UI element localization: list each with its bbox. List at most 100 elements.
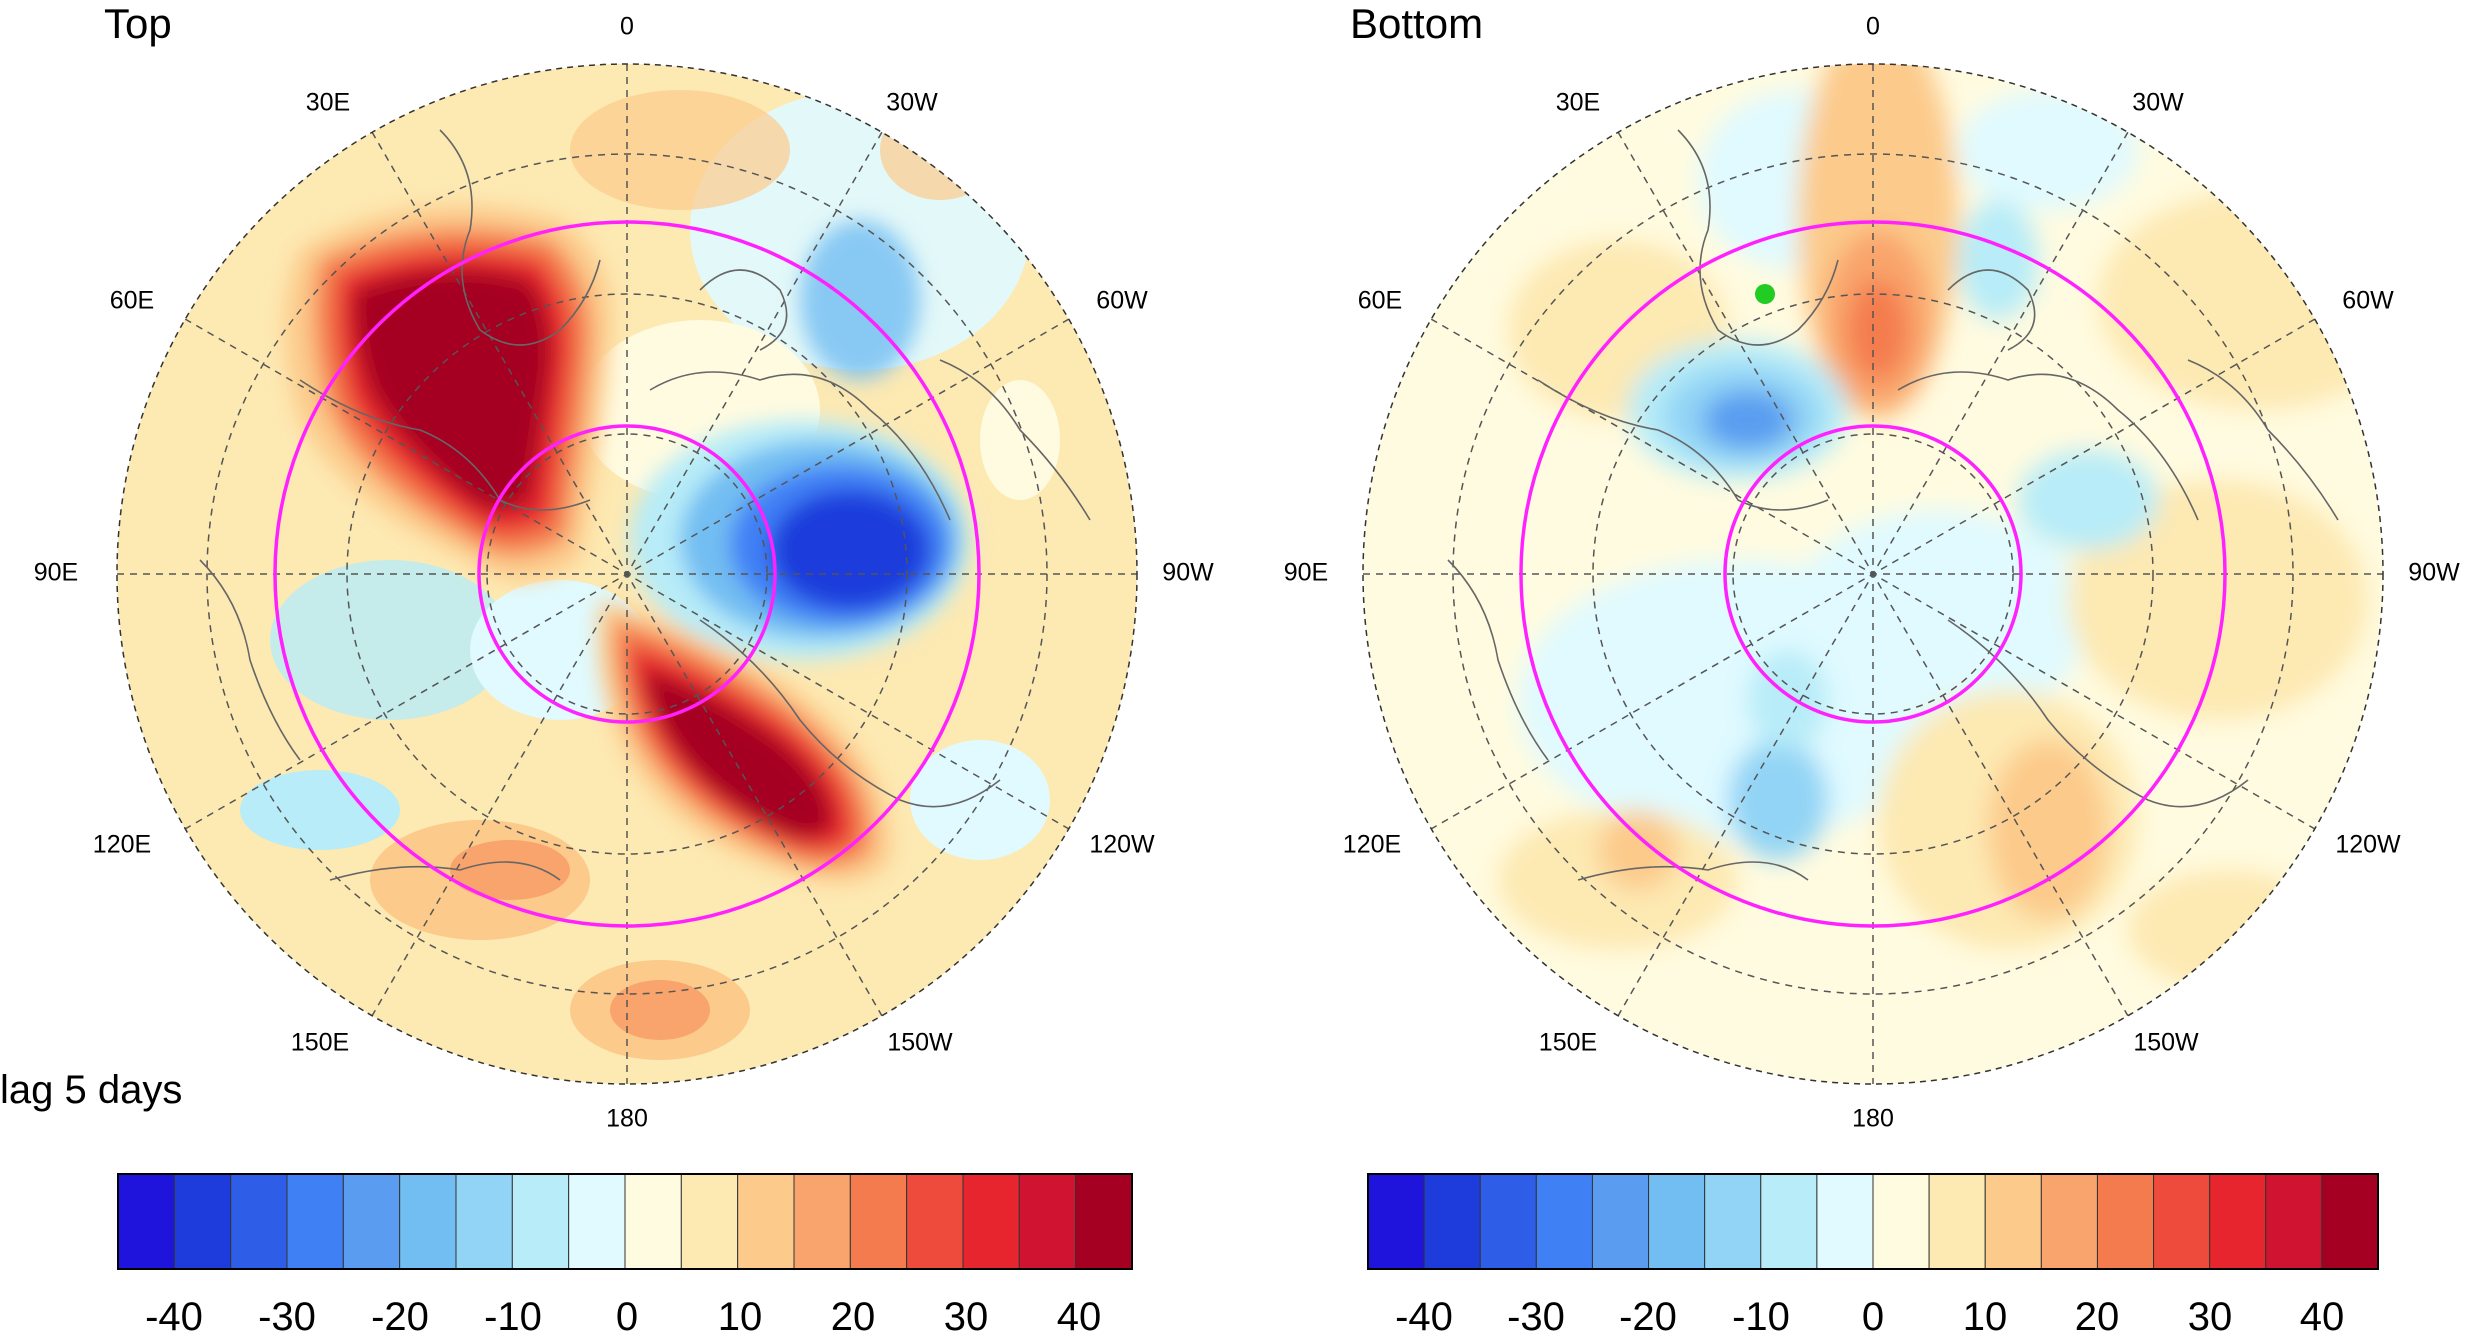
colorbar xyxy=(1367,1173,2379,1270)
lon-label-90w: 90W xyxy=(2408,559,2460,587)
colorbar-swatch xyxy=(1872,1173,1930,1270)
lon-label-150e: 150E xyxy=(1539,1029,1597,1057)
colorbar-swatch xyxy=(1928,1173,1986,1270)
colorbar-swatch xyxy=(1591,1173,1650,1270)
lon-label-90e: 90E xyxy=(34,559,78,587)
cb-tick: -10 xyxy=(1732,1295,1790,1332)
cb-tick: -40 xyxy=(145,1295,203,1332)
colorbar-swatch xyxy=(1075,1173,1133,1270)
colorbar-swatch xyxy=(737,1173,795,1270)
cb-tick: -10 xyxy=(484,1295,542,1332)
lon-label-30e: 30E xyxy=(306,89,350,117)
cb-tick: 30 xyxy=(2188,1295,2233,1332)
lon-label-150e: 150E xyxy=(291,1029,349,1057)
panel-bottom: Bottom xyxy=(1238,0,2476,1332)
colorbar-ticks: -40 -30 -20 -10 0 10 20 30 40 xyxy=(1395,1295,2344,1332)
lon-label-120w: 120W xyxy=(2335,831,2401,859)
colorbar-swatch xyxy=(1816,1173,1874,1270)
cb-tick: 20 xyxy=(2075,1295,2120,1332)
colorbar-swatch xyxy=(230,1173,288,1270)
cb-tick: 20 xyxy=(831,1295,876,1332)
longitude-labels: 0 30W 60W 90W 120W 150W 180 150E 120E 90… xyxy=(1284,13,2460,1133)
lon-label-0: 0 xyxy=(1866,13,1880,41)
panel-title: Bottom xyxy=(1350,0,1484,47)
colorbar-swatch xyxy=(286,1173,344,1270)
anomaly-field xyxy=(1498,64,2383,990)
colorbar-swatch xyxy=(2153,1173,2211,1270)
colorbar-swatch xyxy=(1535,1173,1593,1270)
panel-top: Top xyxy=(0,0,1214,1332)
polar-map: 0 30W 60W 90W 120W 150W 180 150E 120E 90… xyxy=(34,13,1214,1332)
colorbar xyxy=(117,1173,1133,1270)
colorbar-swatch xyxy=(1018,1173,1077,1270)
colorbar-swatch xyxy=(342,1173,401,1270)
colorbar-swatch xyxy=(906,1173,964,1270)
colorbar-swatch xyxy=(1648,1173,1706,1270)
cb-tick: 0 xyxy=(1862,1295,1884,1332)
green-marker xyxy=(1755,284,1775,304)
colorbar-swatch xyxy=(455,1173,513,1270)
colorbar-swatch xyxy=(399,1173,457,1270)
cb-tick: -30 xyxy=(1507,1295,1565,1332)
lon-label-120w: 120W xyxy=(1089,831,1155,859)
lon-label-30e: 30E xyxy=(1556,89,1600,117)
colorbar-swatch xyxy=(2096,1173,2155,1270)
lon-label-90e: 90E xyxy=(1284,559,1328,587)
graticule xyxy=(117,64,1137,1084)
colorbar-swatch xyxy=(1367,1173,1425,1270)
polar-map: 0 30W 60W 90W 120W 150W 180 150E 120E 90… xyxy=(1284,13,2460,1332)
lon-label-60w: 60W xyxy=(2342,287,2394,315)
cb-tick: 10 xyxy=(1963,1295,2008,1332)
colorbar-swatch xyxy=(117,1173,175,1270)
lon-label-180: 180 xyxy=(1852,1105,1894,1133)
lon-label-90w: 90W xyxy=(1162,559,1214,587)
main-anomalies xyxy=(285,205,970,883)
colorbar-swatch xyxy=(1423,1173,1481,1270)
lon-label-30w: 30W xyxy=(886,89,938,117)
colorbar-swatch xyxy=(680,1173,739,1270)
lon-label-150w: 150W xyxy=(887,1029,953,1057)
colorbar-swatch xyxy=(962,1173,1020,1270)
coastlines xyxy=(199,129,1091,881)
colorbar-swatch xyxy=(849,1173,908,1270)
colorbar-swatch xyxy=(568,1173,626,1270)
colorbar-border xyxy=(1367,1173,2379,1270)
lon-label-150w: 150W xyxy=(2133,1029,2199,1057)
colorbar-ticks: -40 -30 -20 -10 0 10 20 30 40 xyxy=(145,1295,1101,1332)
longitude-labels: 0 30W 60W 90W 120W 150W 180 150E 120E 90… xyxy=(34,13,1214,1133)
colorbar-swatch xyxy=(1760,1173,1818,1270)
cb-tick: 40 xyxy=(1057,1295,1102,1332)
colorbar-swatch xyxy=(173,1173,232,1270)
colorbar-swatch xyxy=(1479,1173,1537,1270)
lon-label-120e: 120E xyxy=(1343,831,1401,859)
lon-label-180: 180 xyxy=(606,1105,648,1133)
lon-label-30w: 30W xyxy=(2132,89,2184,117)
cb-tick: 40 xyxy=(2300,1295,2345,1332)
reference-circles xyxy=(1519,220,2227,928)
map-boundary xyxy=(116,63,1138,1085)
colorbar-swatch xyxy=(2040,1173,2098,1270)
colorbar-swatch xyxy=(2321,1173,2379,1270)
panel-title: Top xyxy=(104,0,172,47)
cb-tick: -40 xyxy=(1395,1295,1453,1332)
cb-tick: -30 xyxy=(258,1295,316,1332)
cb-tick: -20 xyxy=(371,1295,429,1332)
colorbar-swatch xyxy=(2265,1173,2323,1270)
cb-tick: 0 xyxy=(616,1295,638,1332)
reference-circles xyxy=(273,220,981,928)
cb-tick: 30 xyxy=(944,1295,989,1332)
cb-tick: -20 xyxy=(1619,1295,1677,1332)
colorbar-swatch xyxy=(1984,1173,2042,1270)
colorbar-swatch xyxy=(511,1173,570,1270)
colorbar-swatch xyxy=(1704,1173,1762,1270)
lon-label-120e: 120E xyxy=(93,831,151,859)
cb-tick: 10 xyxy=(718,1295,763,1332)
lon-label-60w: 60W xyxy=(1096,287,1148,315)
colorbar-swatch xyxy=(2209,1173,2267,1270)
colorbar-swatch xyxy=(624,1173,682,1270)
lon-label-60e: 60E xyxy=(1358,287,1402,315)
lon-label-0: 0 xyxy=(620,13,634,41)
colorbar-border xyxy=(117,1173,1133,1270)
coastlines xyxy=(1447,129,2339,881)
map-boundary xyxy=(1362,63,2384,1085)
